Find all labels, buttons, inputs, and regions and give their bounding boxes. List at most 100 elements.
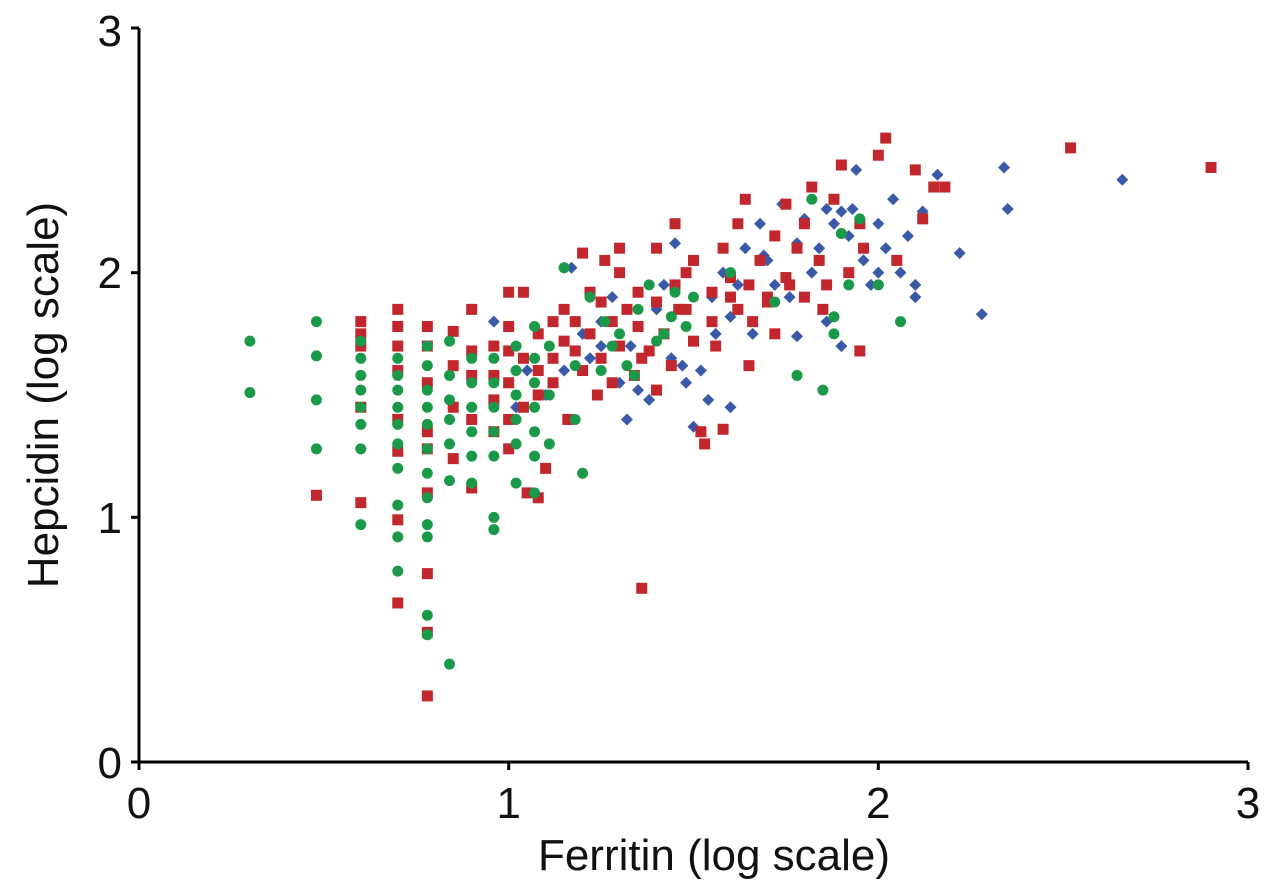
data-point-square-73 [669, 279, 681, 291]
data-point-circle-49 [488, 352, 500, 364]
data-point-square-60 [595, 352, 607, 364]
data-point-diamond-27 [739, 242, 752, 255]
data-point-circle-52 [488, 426, 500, 438]
data-point-diamond-36 [805, 266, 818, 279]
data-point-square-29 [466, 413, 478, 425]
data-point-circle-25 [421, 360, 433, 372]
y-tick-label-1: 1 [98, 494, 122, 543]
data-point-circle-12 [355, 443, 367, 455]
data-point-square-44 [517, 401, 529, 413]
data-point-circle-69 [543, 340, 555, 352]
data-point-circle-18 [392, 418, 404, 430]
data-point-square-107 [891, 254, 903, 266]
data-point-circle-27 [421, 401, 433, 413]
data-point-square-104 [854, 345, 866, 357]
data-point-square-101 [835, 159, 847, 171]
data-point-square-116 [665, 360, 677, 372]
data-point-diamond-65 [909, 291, 922, 304]
data-point-circle-20 [392, 462, 404, 474]
data-point-circle-15 [392, 369, 404, 381]
data-point-circle-44 [466, 377, 478, 389]
data-point-square-133 [562, 413, 574, 425]
data-point-circle-26 [421, 384, 433, 396]
data-point-square-40 [503, 413, 515, 425]
x-tick-label-3: 3 [1236, 779, 1260, 828]
data-point-circle-82 [658, 328, 670, 340]
data-point-square-121 [821, 279, 833, 291]
data-point-diamond-69 [595, 340, 608, 353]
series-circle [244, 193, 907, 670]
data-point-circle-36 [444, 335, 456, 347]
data-point-square-69 [643, 345, 655, 357]
data-point-square-78 [695, 426, 707, 438]
data-point-diamond-57 [1116, 173, 1129, 186]
data-point-square-14 [421, 320, 433, 332]
data-point-square-99 [817, 303, 829, 315]
data-point-circle-32 [421, 519, 433, 531]
y-axis: 0 1 2 3 Hepcidin (log scale) [19, 7, 141, 788]
data-point-square-125 [577, 247, 589, 259]
data-point-circle-33 [421, 531, 433, 543]
data-point-circle-70 [543, 389, 555, 401]
data-point-square-71 [651, 296, 663, 308]
data-point-circle-50 [488, 377, 500, 389]
data-point-diamond-54 [975, 308, 988, 321]
data-point-diamond-2 [521, 364, 534, 377]
data-point-circle-7 [355, 352, 367, 364]
data-point-circle-8 [355, 369, 367, 381]
data-point-circle-89 [817, 384, 829, 396]
data-point-square-61 [606, 377, 618, 389]
data-point-diamond-49 [901, 229, 914, 242]
data-point-circle-17 [392, 401, 404, 413]
data-point-square-56 [577, 365, 589, 377]
data-point-circle-75 [584, 291, 596, 303]
data-point-circle-46 [466, 426, 478, 438]
data-point-diamond-68 [846, 203, 859, 216]
data-point-square-132 [798, 218, 810, 230]
data-point-diamond-42 [850, 163, 863, 176]
data-point-circle-73 [569, 413, 581, 425]
data-point-square-111 [939, 181, 951, 193]
data-point-circle-41 [444, 475, 456, 487]
data-point-square-63 [614, 267, 626, 279]
data-point-square-6 [392, 303, 404, 315]
data-point-circle-76 [595, 365, 607, 377]
data-point-circle-24 [421, 340, 433, 352]
data-point-circle-97 [606, 340, 618, 352]
y-tick-label-2: 2 [98, 249, 122, 298]
data-point-circle-5 [310, 443, 322, 455]
data-point-circle-85 [724, 267, 736, 279]
data-point-diamond-60 [620, 413, 633, 426]
data-point-circle-86 [769, 296, 781, 308]
data-point-square-31 [466, 303, 478, 315]
data-point-square-2 [355, 328, 367, 340]
data-point-circle-60 [510, 438, 522, 450]
data-point-circle-63 [529, 352, 541, 364]
data-point-diamond-20 [694, 364, 707, 377]
data-point-circle-74 [577, 467, 589, 479]
data-point-circle-11 [355, 418, 367, 430]
data-point-circle-53 [488, 450, 500, 462]
data-point-square-92 [769, 328, 781, 340]
data-point-square-53 [558, 335, 570, 347]
data-point-square-75 [680, 303, 692, 315]
data-point-circle-30 [421, 467, 433, 479]
data-point-diamond-39 [827, 217, 840, 230]
data-point-square-128 [636, 352, 648, 364]
x-axis: 0 1 2 3 Ferritin (log scale) [127, 760, 1260, 880]
data-point-square-86 [732, 303, 744, 315]
data-point-square-130 [739, 193, 751, 205]
data-point-square-98 [813, 254, 825, 266]
data-point-square-117 [673, 303, 685, 315]
data-point-square-41 [503, 443, 515, 455]
data-point-circle-59 [510, 413, 522, 425]
data-point-square-28 [466, 369, 478, 381]
data-point-square-100 [828, 193, 840, 205]
data-point-square-109 [917, 213, 929, 225]
data-point-square-97 [806, 181, 818, 193]
data-point-square-93 [780, 272, 792, 284]
data-point-diamond-48 [894, 266, 907, 279]
data-point-circle-88 [806, 193, 818, 205]
data-point-circle-81 [651, 335, 663, 347]
data-point-circle-19 [392, 438, 404, 450]
